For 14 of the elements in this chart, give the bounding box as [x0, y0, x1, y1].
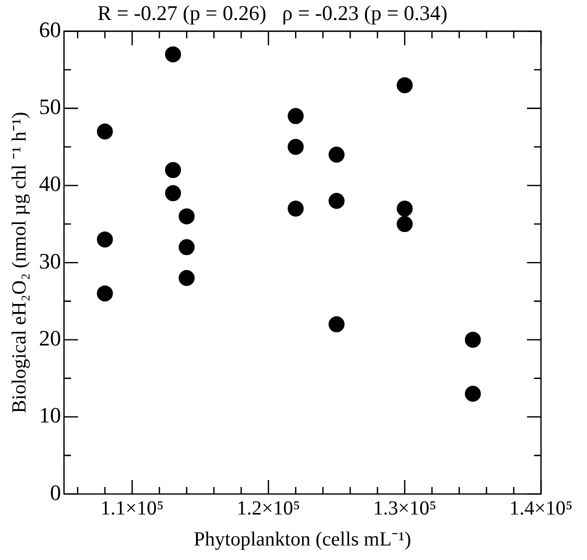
- x-axis-title: Phytoplankton (cells mL⁻¹): [194, 528, 412, 550]
- x-tick-label: 1.3×10⁵: [373, 497, 436, 520]
- y-tick-label: 40: [39, 171, 61, 196]
- y-tick-label: 20: [39, 326, 61, 351]
- y-tick-label: 60: [39, 16, 61, 42]
- y-tick-label: 50: [39, 94, 61, 120]
- y-tick-label: 10: [39, 402, 61, 428]
- x-tick-label: 1.2×10⁵: [236, 497, 300, 520]
- x-tick-label: 1.4×10⁵: [509, 497, 573, 520]
- chart-title: R = -0.27 (p = 0.26) ρ = -0.23 (p = 0.34): [97, 1, 448, 26]
- x-tick-label: 1.1×10⁵: [100, 497, 164, 520]
- y-axis-title: Biological eH₂O₂ (nmol µg chl ⁻¹ h⁻¹): [8, 112, 30, 414]
- y-tick-label: 0: [50, 480, 61, 505]
- y-tick-label: 30: [39, 248, 61, 274]
